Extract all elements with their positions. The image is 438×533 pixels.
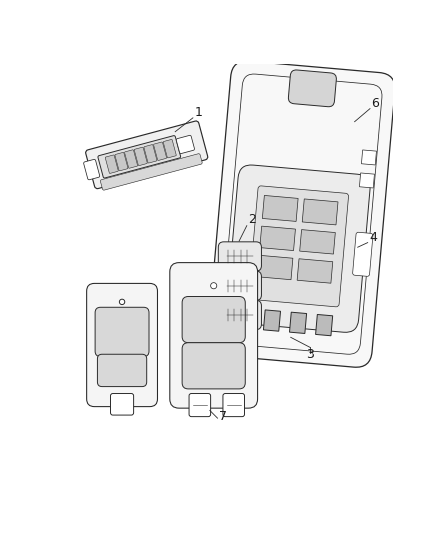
FancyBboxPatch shape bbox=[115, 152, 128, 171]
FancyBboxPatch shape bbox=[124, 150, 138, 168]
Bar bbox=[263, 310, 280, 331]
FancyBboxPatch shape bbox=[176, 135, 194, 154]
FancyBboxPatch shape bbox=[100, 154, 202, 190]
Bar bbox=[302, 199, 338, 225]
FancyBboxPatch shape bbox=[182, 343, 245, 389]
Ellipse shape bbox=[211, 282, 217, 289]
FancyBboxPatch shape bbox=[85, 121, 208, 189]
FancyBboxPatch shape bbox=[144, 144, 157, 163]
FancyBboxPatch shape bbox=[170, 263, 258, 408]
FancyBboxPatch shape bbox=[223, 393, 244, 417]
FancyBboxPatch shape bbox=[97, 354, 147, 386]
FancyBboxPatch shape bbox=[218, 242, 261, 271]
FancyBboxPatch shape bbox=[154, 142, 166, 160]
FancyBboxPatch shape bbox=[105, 155, 118, 173]
FancyBboxPatch shape bbox=[134, 147, 147, 166]
Bar bbox=[257, 255, 293, 280]
FancyBboxPatch shape bbox=[189, 393, 211, 417]
Ellipse shape bbox=[120, 299, 125, 304]
Bar bbox=[290, 312, 307, 334]
FancyBboxPatch shape bbox=[84, 159, 100, 180]
Bar bbox=[300, 230, 336, 254]
FancyBboxPatch shape bbox=[182, 296, 245, 343]
FancyBboxPatch shape bbox=[218, 301, 261, 329]
Text: 7: 7 bbox=[219, 410, 227, 423]
Bar bbox=[297, 259, 333, 283]
Text: 2: 2 bbox=[248, 213, 256, 225]
Bar bbox=[361, 150, 376, 165]
Bar bbox=[260, 226, 296, 251]
FancyBboxPatch shape bbox=[249, 186, 349, 307]
FancyBboxPatch shape bbox=[218, 271, 261, 301]
Bar bbox=[262, 196, 298, 221]
FancyBboxPatch shape bbox=[87, 284, 158, 407]
FancyBboxPatch shape bbox=[98, 135, 180, 178]
FancyBboxPatch shape bbox=[288, 70, 336, 107]
Text: 6: 6 bbox=[371, 97, 379, 110]
FancyBboxPatch shape bbox=[110, 393, 134, 415]
FancyBboxPatch shape bbox=[163, 140, 176, 158]
Text: 3: 3 bbox=[306, 348, 314, 361]
FancyBboxPatch shape bbox=[95, 308, 149, 357]
FancyBboxPatch shape bbox=[208, 61, 395, 367]
FancyBboxPatch shape bbox=[353, 232, 373, 276]
FancyBboxPatch shape bbox=[226, 165, 370, 333]
Bar bbox=[360, 173, 374, 188]
Bar bbox=[316, 314, 333, 336]
Text: 4: 4 bbox=[369, 231, 377, 244]
Text: 1: 1 bbox=[194, 106, 202, 119]
